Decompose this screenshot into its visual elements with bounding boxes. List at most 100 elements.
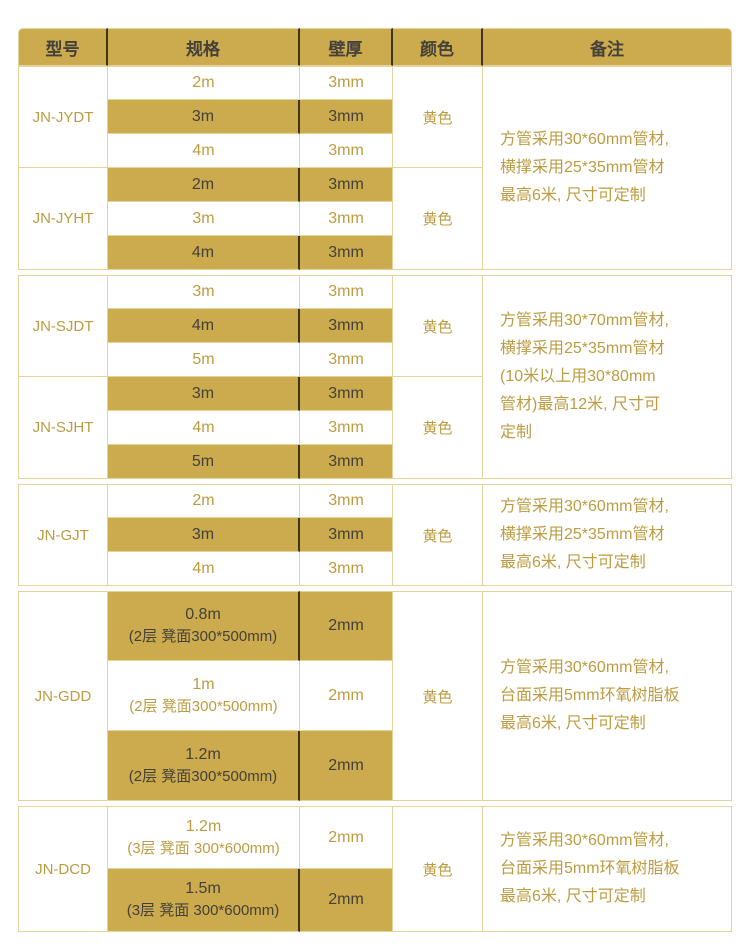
table-row: JN-SJDT 3m 3mm 黄色 方管采用30*70mm管材, 横撑采用25*35mm管… bbox=[18, 275, 732, 479]
thickness-cell: 3mm bbox=[300, 377, 393, 411]
spec-cell: 1.2m (3层 凳面 300*600mm) bbox=[108, 806, 300, 869]
spec-value: 4m bbox=[192, 559, 215, 577]
spec-cell: 1m (2层 凳面300*500mm) bbox=[108, 661, 300, 731]
thickness-cell: 2mm bbox=[300, 869, 393, 932]
spec-value: 4m bbox=[192, 141, 215, 159]
table-row: 5m 3mm bbox=[18, 445, 732, 479]
header-cell-spec: 规格 bbox=[108, 28, 300, 66]
spacer-cell bbox=[18, 801, 732, 806]
thickness-cell: 3mm bbox=[300, 445, 393, 479]
model-cell: JN-SJDT bbox=[18, 275, 108, 377]
thickness-cell: 2mm bbox=[300, 731, 393, 801]
header-row: 型号 规格 壁厚 颜色 备注 bbox=[18, 28, 732, 66]
remark-line: 管材)最高12米, 尺寸可 bbox=[500, 396, 661, 413]
spec-cell: 4m bbox=[108, 236, 300, 270]
header-cell-color: 颜色 bbox=[393, 28, 483, 66]
model-cell: JN-GDD bbox=[18, 591, 108, 801]
remark-line: 方管采用30*70mm管材, bbox=[500, 312, 669, 329]
spec-detail: (3层 凳面 300*600mm) bbox=[127, 839, 280, 857]
remark-line: 方管采用30*60mm管材, bbox=[500, 832, 669, 849]
remark-line: 最高6米, 尺寸可定制 bbox=[500, 715, 646, 732]
remark-line: 台面采用5mm环氧树脂板 bbox=[500, 860, 680, 877]
thickness-cell: 3mm bbox=[300, 411, 393, 445]
remark-line: 最高6米, 尺寸可定制 bbox=[500, 554, 646, 571]
spacer-cell bbox=[18, 270, 732, 275]
remark-line: 方管采用30*60mm管材, bbox=[500, 498, 669, 515]
spec-cell: 2m bbox=[108, 484, 300, 518]
thickness-cell: 3mm bbox=[300, 343, 393, 377]
model-cell: JN-GJT bbox=[18, 484, 108, 586]
table-row: JN-JYHT 2m 3mm 黄色 bbox=[18, 168, 732, 270]
table-row: 1.2m (2层 凳面300*500mm) 2mm bbox=[18, 731, 732, 801]
spec-value: 1m bbox=[192, 675, 215, 693]
spacer-row bbox=[18, 801, 732, 806]
remark-line: 最高6米, 尺寸可定制 bbox=[500, 888, 646, 905]
thickness-cell: 2mm bbox=[300, 806, 393, 869]
thickness-cell: 2mm bbox=[300, 591, 393, 661]
spec-value: 3m bbox=[191, 107, 215, 125]
table-row: 5m 3mm bbox=[18, 343, 732, 377]
remark-line: 定制 bbox=[500, 424, 533, 441]
spec-value: 2m bbox=[191, 175, 215, 193]
spec-cell: 3m bbox=[108, 518, 300, 552]
thickness-cell: 2mm bbox=[300, 661, 393, 731]
spec-cell: 3m bbox=[108, 202, 300, 236]
table-row: 4m 3mm bbox=[18, 411, 732, 445]
spacer-row bbox=[18, 270, 732, 275]
spec-value: 1.2m bbox=[185, 817, 222, 835]
thickness-cell: 3mm bbox=[300, 309, 393, 343]
table-row: 3m 3mm bbox=[18, 100, 732, 134]
spec-cell: 5m bbox=[108, 343, 300, 377]
remark-line: 方管采用30*60mm管材, bbox=[500, 659, 669, 676]
table-row: 1m (2层 凳面300*500mm) 2mm bbox=[18, 661, 732, 731]
spec-value: 1.2m bbox=[185, 745, 221, 763]
spec-cell: 1.5m (3层 凳面 300*600mm) bbox=[108, 869, 300, 932]
spec-detail: (2层 凳面300*500mm) bbox=[129, 697, 278, 715]
color-cell: 黄色 bbox=[393, 484, 483, 586]
spec-value: 3m bbox=[192, 209, 215, 227]
table-row: 1.5m (3层 凳面 300*600mm) 2mm bbox=[18, 869, 732, 932]
remark-cell: 方管采用30*60mm管材, 台面采用5mm环氧树脂板 最高6米, 尺寸可定制 bbox=[483, 806, 732, 932]
spacer-row bbox=[18, 479, 732, 484]
thickness-cell: 3mm bbox=[300, 168, 393, 202]
spec-detail: (2层 凳面300*500mm) bbox=[128, 628, 278, 645]
spec-value: 1.5m bbox=[185, 880, 221, 897]
color-cell: 黄色 bbox=[393, 275, 483, 377]
model-cell: JN-JYDT bbox=[18, 66, 108, 168]
thickness-cell: 3mm bbox=[300, 484, 393, 518]
color-cell: 黄色 bbox=[393, 377, 483, 479]
thickness-cell: 3mm bbox=[300, 202, 393, 236]
remark-line: 最高6米, 尺寸可定制 bbox=[500, 187, 646, 204]
spec-cell: 4m bbox=[108, 309, 300, 343]
spec-detail: (3层 凳面 300*600mm) bbox=[126, 902, 280, 919]
spec-value: 5m bbox=[191, 452, 215, 470]
table-row: JN-JYDT 2m 3mm 黄色 方管采用30*60mm管材, 横撑采用25*35mm管… bbox=[18, 66, 732, 270]
spec-cell: 4m bbox=[108, 411, 300, 445]
spacer-cell bbox=[18, 479, 732, 484]
header-cell-thickness: 壁厚 bbox=[300, 28, 393, 66]
spec-value: 3m bbox=[192, 283, 215, 300]
thickness-cell: 3mm bbox=[300, 236, 393, 270]
spec-cell: 4m bbox=[108, 134, 300, 168]
spec-cell: 3m bbox=[108, 100, 300, 134]
table-row: 3m 3mm bbox=[18, 518, 732, 552]
table-row: JN-GJT 2m 3mm 黄色 方管采用30*60mm管材, 横撑采用25*35mm管材… bbox=[18, 484, 732, 586]
remark-cell: 方管采用30*60mm管材, 横撑采用25*35mm管材 最高6米, 尺寸可定制 bbox=[483, 66, 732, 270]
table-header: 型号 规格 壁厚 颜色 备注 bbox=[18, 28, 732, 66]
spec-value: 4m bbox=[191, 243, 215, 261]
model-cell: JN-DCD bbox=[18, 806, 108, 932]
spec-cell: 3m bbox=[108, 377, 300, 411]
spec-value: 2m bbox=[192, 74, 215, 91]
thickness-cell: 3mm bbox=[300, 66, 393, 100]
table-row: 4m 3mm bbox=[18, 134, 732, 168]
spec-table: 型号 规格 壁厚 颜色 备注 JN-JYDT 2m 3mm 黄色 方管采用30*60mm… bbox=[18, 28, 732, 932]
table-row: JN-GDD 0.8m (2层 凳面300*500mm) 2mm 黄色 方管采用30*60… bbox=[18, 591, 732, 801]
thickness-cell: 3mm bbox=[300, 100, 393, 134]
spec-cell: 0.8m (2层 凳面300*500mm) bbox=[108, 591, 300, 661]
remark-line: (10米以上用30*80mm bbox=[500, 368, 656, 385]
spec-value: 5m bbox=[192, 350, 215, 368]
color-cell: 黄色 bbox=[393, 591, 483, 801]
remark-line: 横撑采用25*35mm管材 bbox=[500, 159, 665, 176]
spec-value: 3m bbox=[191, 525, 215, 543]
